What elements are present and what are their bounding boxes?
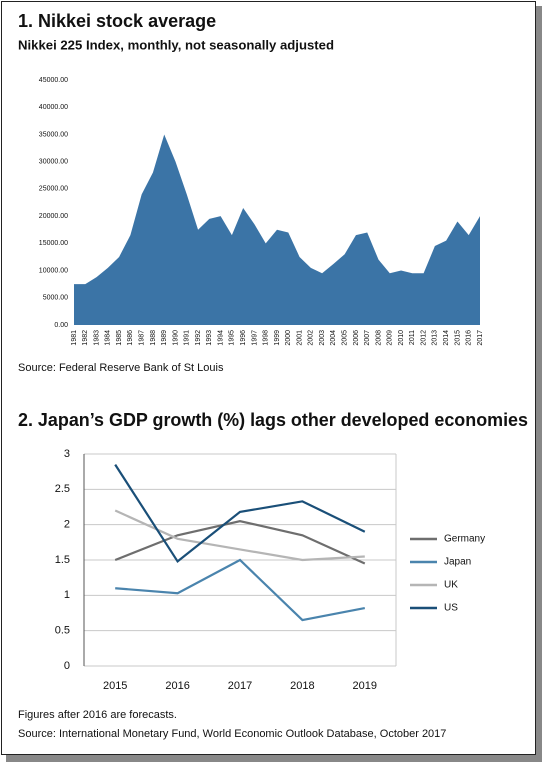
x-tick-label: 1983 (93, 330, 100, 346)
x-tick-label: 1985 (116, 330, 123, 346)
x-tick-label: 2002 (308, 330, 315, 346)
x-tick-label: 2011 (409, 330, 416, 345)
y-tick-label: 2.5 (55, 483, 70, 495)
x-tick-label: 1996 (240, 330, 247, 346)
legend-label: Japan (444, 557, 471, 568)
y-tick-label: 0.5 (55, 625, 70, 637)
x-tick-label: 2006 (353, 330, 360, 346)
x-tick-label: 2008 (375, 330, 382, 346)
x-tick-label: 1993 (206, 330, 213, 346)
y-tick-label: 35000.00 (39, 131, 68, 138)
chart-title: 2. Japan’s GDP growth (%) lags other dev… (18, 410, 528, 430)
area (74, 134, 480, 325)
x-tick-label: 2007 (364, 330, 371, 346)
x-tick-label: 2016 (165, 680, 189, 692)
x-tick-label: 1981 (71, 330, 78, 346)
x-tick-label: 2003 (319, 330, 326, 346)
x-tick-label: 1998 (263, 330, 270, 346)
x-tick-label: 2009 (387, 330, 394, 346)
x-tick-label: 2019 (353, 680, 377, 692)
x-tick-label: 2017 (477, 330, 484, 346)
y-tick-label: 40000.00 (39, 104, 68, 111)
series-line (115, 558, 366, 622)
card (1, 1, 536, 755)
y-tick-label: 25000.00 (39, 186, 68, 193)
x-tick-label: 1989 (161, 330, 168, 346)
x-tick-label: 2013 (432, 330, 439, 346)
y-tick-label: 1.5 (55, 554, 70, 566)
x-tick-label: 2015 (103, 680, 127, 692)
chart-subtitle: Nikkei 225 Index, monthly, not seasonall… (18, 37, 334, 52)
x-tick-label: 2000 (285, 330, 292, 346)
x-tick-label: 1999 (274, 330, 281, 346)
x-tick-label: 2005 (342, 330, 349, 346)
y-tick-label: 5000.00 (43, 295, 68, 302)
x-tick-label: 1997 (251, 330, 258, 346)
series-line (114, 464, 366, 564)
x-tick-label: 2001 (296, 330, 303, 346)
x-tick-label: 2015 (454, 330, 461, 346)
y-tick-label: 30000.00 (39, 159, 68, 166)
legend-label: Germany (444, 534, 485, 545)
x-tick-label: 1990 (172, 330, 179, 346)
x-tick-label: 1995 (229, 330, 236, 346)
y-tick-label: 3 (64, 448, 70, 460)
note: Figures after 2016 are forecasts. (18, 709, 177, 721)
chart-title: 1. Nikkei stock average (18, 11, 216, 31)
x-tick-label: 1992 (195, 330, 202, 346)
x-tick-label: 2014 (443, 330, 450, 346)
x-tick-label: 1987 (139, 330, 146, 346)
x-tick-label: 2016 (466, 330, 473, 346)
y-tick-label: 1 (64, 589, 70, 601)
y-tick-label: 2 (64, 519, 70, 531)
x-tick-label: 2017 (228, 680, 252, 692)
series-line (114, 520, 366, 565)
y-tick-label: 0.00 (54, 322, 68, 329)
legend-label: UK (444, 580, 458, 591)
x-tick-label: 2012 (420, 330, 427, 346)
source: Source: International Monetary Fund, Wor… (18, 728, 446, 740)
x-tick-label: 2018 (290, 680, 314, 692)
x-tick-label: 2004 (330, 330, 337, 346)
x-tick-label: 1986 (127, 330, 134, 346)
x-tick-label: 1984 (105, 330, 112, 346)
legend-label: US (444, 603, 458, 614)
y-tick-label: 20000.00 (39, 213, 68, 220)
x-tick-label: 2010 (398, 330, 405, 346)
source: Source: Federal Reserve Bank of St Louis (18, 362, 224, 374)
y-tick-label: 10000.00 (39, 267, 68, 274)
y-tick-label: 0 (64, 660, 70, 672)
x-tick-label: 1982 (82, 330, 89, 346)
y-tick-label: 45000.00 (39, 77, 68, 84)
x-tick-label: 1988 (150, 330, 157, 346)
x-tick-label: 1994 (217, 330, 224, 346)
x-tick-label: 1991 (184, 330, 191, 346)
y-tick-label: 15000.00 (39, 240, 68, 247)
